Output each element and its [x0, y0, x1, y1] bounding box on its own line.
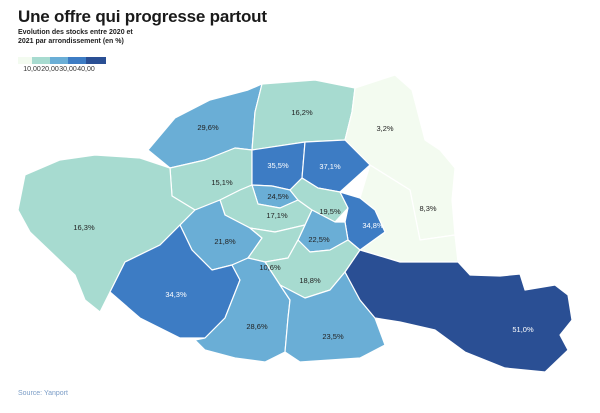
arrondissement-area [194, 257, 291, 363]
area-value-label: 29,6% [197, 123, 219, 132]
area-value-label: 24,5% [267, 192, 289, 201]
area-value-label: 34,8% [362, 221, 384, 230]
arrondissement-area [344, 249, 573, 373]
area-value-label: 23,5% [322, 332, 344, 341]
area-value-label: 8,3% [419, 204, 436, 213]
area-value-label: 37,1% [319, 162, 341, 171]
area-value-label: 51,0% [512, 325, 534, 334]
legend-color-bar [18, 57, 106, 64]
area-value-label: 16,2% [291, 108, 313, 117]
area-value-label: 22,5% [308, 235, 330, 244]
area-value-label: 34,3% [165, 290, 187, 299]
area-value-label: 15,1% [211, 178, 233, 187]
legend-tick: 30,00 [59, 66, 77, 73]
legend-tick: 20,00 [41, 66, 59, 73]
legend-title: Evolution des stocks entre 2020 et 2021 … [18, 29, 133, 45]
area-value-label: 28,6% [246, 322, 268, 331]
area-value-label: 10,6% [259, 263, 281, 272]
legend-tick: 40,00 [77, 66, 95, 73]
area-value-label: 3,2% [376, 124, 393, 133]
legend-swatch-5 [86, 57, 106, 64]
legend-swatch-1 [18, 57, 32, 64]
area-value-label: 17,1% [266, 211, 288, 220]
area-value-label: 18,8% [299, 276, 321, 285]
legend-tick: 10,00 [23, 66, 41, 73]
legend-swatch-3 [50, 57, 68, 64]
area-value-label: 21,8% [214, 237, 236, 246]
source-note: Source: Yanport [18, 390, 68, 397]
area-value-label: 35,5% [267, 161, 289, 170]
area-value-label: 16,3% [73, 223, 95, 232]
arrondissement-area [279, 271, 386, 363]
legend-swatch-4 [68, 57, 86, 64]
map-title: Une offre qui progresse partout [18, 7, 267, 26]
legend-swatch-2 [32, 57, 50, 64]
area-value-label: 19,5% [319, 207, 341, 216]
